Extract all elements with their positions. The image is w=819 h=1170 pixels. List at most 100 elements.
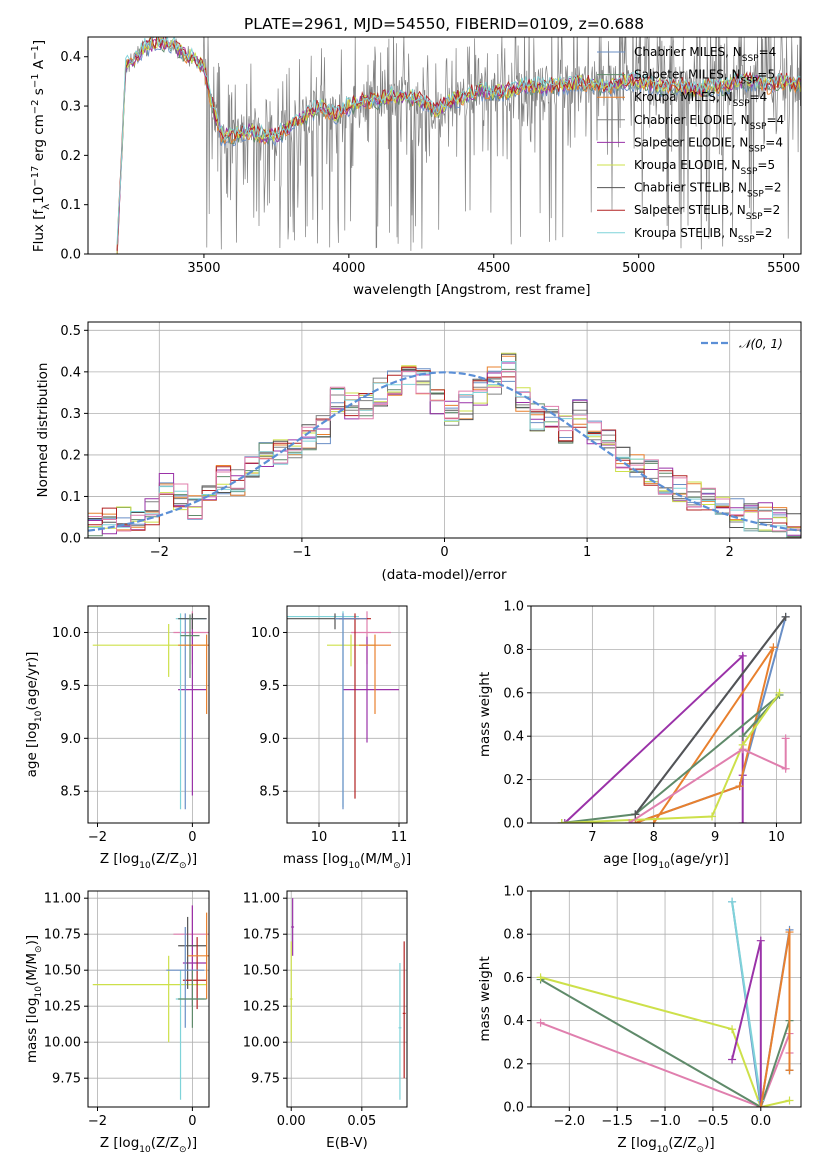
- label-part: 10: [657, 1145, 669, 1155]
- weight-point-marker: [738, 819, 747, 823]
- y-tick-label: 10.25: [44, 1000, 81, 1015]
- x-tick-label: 7: [588, 830, 596, 845]
- y-tick-label: 9.0: [60, 732, 81, 747]
- label-part: Z [log: [100, 851, 139, 867]
- plot-area: [116, 37, 801, 254]
- label-part: 10: [31, 187, 47, 204]
- label-part: )]: [187, 1135, 198, 1151]
- legend-count: =4: [766, 113, 784, 127]
- label-part: 10: [34, 986, 44, 998]
- y-tick-label: 0.0: [60, 248, 81, 263]
- label-part: ]: [31, 40, 47, 45]
- plot-area: [88, 352, 801, 538]
- weight-point-marker: [781, 612, 790, 621]
- x-tick-label: 10: [768, 830, 785, 845]
- y-tick-label: 0.4: [60, 50, 81, 65]
- y-tick-label: 9.5: [60, 679, 81, 694]
- y-tick-label: 11.00: [243, 892, 280, 907]
- y-tick-label: 10.0: [251, 626, 280, 641]
- y-tick-label: 0.6: [503, 971, 524, 986]
- y-axis-label: mass weight: [477, 956, 493, 1041]
- weight-series-line: [561, 692, 781, 823]
- legend-subscript: SSP: [741, 167, 758, 177]
- y-tick-label: 11.00: [44, 892, 81, 907]
- weight-series-line: [540, 976, 790, 1107]
- x-axis-label: E(B-V): [326, 1135, 368, 1151]
- weight-series-line: [634, 646, 775, 823]
- weight-point-marker: [781, 734, 790, 743]
- x-axis-label: wavelength [Angstrom, rest frame]: [353, 282, 591, 298]
- y-tick-label: 10.25: [243, 1000, 280, 1015]
- label-part: (age/yr)]: [24, 652, 40, 711]
- x-tick-label: 0.0: [750, 1114, 771, 1129]
- y-tick-label: 1.0: [503, 885, 524, 900]
- y-axis-label: Flux [fλ10−17 erg cm−2 s−1 A−1]: [30, 40, 52, 252]
- x-axis-label: (data-model)/error: [381, 567, 507, 583]
- axes-frame: [286, 890, 408, 1108]
- x-tick-label: 1: [583, 545, 591, 560]
- y-tick-label: 9.5: [259, 679, 280, 694]
- weight-point-marker: [738, 651, 747, 660]
- x-tick-label: 4500: [477, 261, 510, 276]
- axes-frame: [87, 36, 802, 255]
- y-tick-label: 0.2: [503, 1057, 524, 1072]
- label-part: (age/yr)]: [670, 851, 729, 867]
- weight-point-marker: [738, 745, 747, 754]
- legend-subscript: SSP: [738, 235, 755, 245]
- label-part: −1: [30, 45, 41, 60]
- x-tick-label: −2.0: [554, 1114, 586, 1129]
- y-tick-label: 10.00: [243, 1036, 280, 1051]
- y-tick-label: 0.1: [60, 490, 81, 505]
- label-part: ⊙: [179, 1145, 187, 1155]
- y-tick-label: 10.50: [44, 964, 81, 979]
- axes-frame: [530, 605, 802, 824]
- weight-point-marker: [785, 928, 794, 937]
- weight-point-marker: [649, 819, 658, 823]
- legend-count: =5: [757, 158, 775, 172]
- x-tick-label: −2: [88, 830, 107, 845]
- legend-subscript: SSP: [741, 77, 758, 87]
- label-part: (M/M: [24, 953, 40, 986]
- y-axis-label: age [log10(age/yr)]: [24, 652, 44, 778]
- y-tick-label: 9.0: [259, 732, 280, 747]
- y-tick-label: 10.50: [243, 964, 280, 979]
- weight-point-marker: [728, 1025, 737, 1034]
- y-axis-label: mass weight: [477, 672, 493, 757]
- label-part: )]: [704, 1135, 715, 1151]
- weight-series-line: [564, 653, 744, 823]
- age-vs-metallicity-panel: −2 08.59.09.510.0Z [log10(Z/Z⊙)]age [log1…: [24, 605, 210, 871]
- y-tick-label: 0.3: [60, 100, 81, 115]
- y-tick-label: 10.0: [52, 626, 81, 641]
- weight-point-marker: [708, 812, 717, 821]
- x-tick-label: 3500: [187, 261, 220, 276]
- weight-point-marker: [756, 1103, 765, 1107]
- plot-area: [289, 898, 406, 1100]
- x-axis-label: mass [log10(M/M⊙)]: [283, 851, 411, 871]
- axes-frame: [286, 605, 408, 824]
- label-part: (Z/Z: [151, 1135, 179, 1151]
- x-tick-label: −0.5: [697, 1114, 729, 1129]
- label-part: λ: [41, 204, 52, 210]
- y-tick-label: 8.5: [259, 785, 280, 800]
- weight-point-marker: [775, 688, 784, 697]
- y-tick-label: 8.5: [60, 785, 81, 800]
- y-tick-label: 10.00: [44, 1036, 81, 1051]
- x-tick-label: −2: [150, 545, 169, 560]
- y-tick-label: 0.0: [503, 817, 524, 832]
- label-part: age [log: [603, 851, 658, 867]
- x-tick-label: −1.0: [649, 1114, 681, 1129]
- y-tick-label: 0.8: [503, 928, 524, 943]
- y-tick-label: 1.0: [503, 600, 524, 615]
- weight-point-marker: [728, 1055, 737, 1064]
- weight-point-marker: [728, 897, 737, 906]
- label-part: ⊙: [34, 945, 44, 953]
- weight-point-marker: [560, 819, 569, 823]
- label-part: −17: [30, 166, 41, 187]
- legend-entry: 𝒩(0, 1): [739, 337, 783, 351]
- label-part: −1: [30, 73, 41, 88]
- y-tick-label: 10.75: [44, 928, 81, 943]
- figure-title: PLATE=2961, MJD=54550, FIBERID=0109, z=0…: [244, 15, 644, 33]
- axes-frame: [87, 605, 210, 824]
- weight-point-marker: [785, 1096, 794, 1105]
